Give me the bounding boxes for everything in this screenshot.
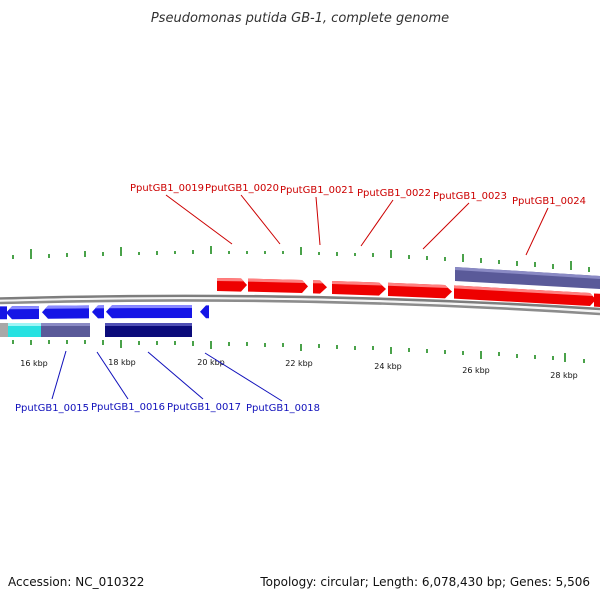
leader-line — [525, 207, 549, 256]
reverse-gene — [92, 305, 104, 319]
forward-gene — [454, 285, 596, 306]
reverse-gene-track — [0, 305, 209, 320]
map-title: Pseudomonas putida GB-1, complete genome — [151, 11, 449, 26]
genome-backbone — [0, 294, 600, 316]
backbone-inner — [0, 299, 600, 316]
scale-label: 26 kbp — [462, 366, 490, 375]
gene-label: PputGB1_0023 — [433, 191, 507, 202]
accession-text: Accession: NC_010322 — [8, 575, 144, 589]
scale-label: 22 kbp — [285, 359, 313, 368]
lower-feature-track — [0, 323, 192, 337]
scale-labels: 16 kbp 18 kbp 20 kbp 22 kbp 24 kbp 26 kb… — [20, 358, 578, 380]
leader-line — [96, 351, 129, 400]
gene-label: PputGB1_0017 — [167, 402, 241, 413]
leader-line — [51, 350, 67, 400]
forward-gene — [248, 278, 308, 293]
gene-label: PputGB1_0015 — [15, 403, 89, 414]
scale-label: 28 kbp — [550, 371, 578, 380]
leader-line — [240, 194, 281, 245]
gene-label: PputGB1_0021 — [280, 185, 354, 196]
reverse-gene — [200, 305, 209, 319]
bottom-gene-labels: PputGB1_0015 PputGB1_0016 PputGB1_0017 P… — [15, 350, 320, 414]
reverse-gene — [0, 306, 7, 320]
leader-line — [165, 194, 233, 245]
upper-tick-track — [12, 246, 590, 272]
leader-line — [147, 351, 204, 400]
backbone-outer — [0, 294, 600, 311]
scale-label: 20 kbp — [197, 358, 225, 367]
cyan-feature — [0, 323, 41, 337]
slate-feature-lower — [41, 323, 90, 337]
gene-label: PputGB1_0019 — [130, 183, 204, 194]
scale-label: 24 kbp — [374, 362, 402, 371]
leader-line — [360, 199, 394, 247]
lower-tick-track — [12, 340, 585, 363]
topology-text: Topology: circular; Length: 6,078,430 bp… — [259, 575, 590, 589]
top-gene-labels: PputGB1_0019 PputGB1_0020 PputGB1_0021 P… — [130, 183, 586, 256]
backbone-fill — [0, 297, 600, 313]
forward-gene — [388, 282, 452, 299]
forward-gene-track — [217, 278, 600, 307]
gene-label: PputGB1_0024 — [512, 196, 586, 207]
scale-label: 16 kbp — [20, 359, 48, 368]
forward-gene — [594, 293, 600, 307]
gene-label: PputGB1_0016 — [91, 402, 165, 413]
slate-feature-upper — [455, 267, 600, 289]
leader-line — [315, 196, 321, 246]
gene-label: PputGB1_0022 — [357, 188, 431, 199]
leader-line — [422, 202, 470, 250]
gene-label: PputGB1_0018 — [246, 403, 320, 414]
leader-line — [204, 352, 283, 402]
navy-feature — [105, 323, 192, 337]
reverse-gene — [6, 306, 39, 320]
forward-gene — [313, 280, 327, 294]
gene-label: PputGB1_0020 — [205, 183, 279, 194]
scale-label: 18 kbp — [108, 358, 136, 367]
reverse-gene — [106, 305, 192, 319]
forward-gene — [332, 281, 386, 296]
forward-gene — [217, 278, 247, 292]
reverse-gene — [42, 305, 89, 319]
